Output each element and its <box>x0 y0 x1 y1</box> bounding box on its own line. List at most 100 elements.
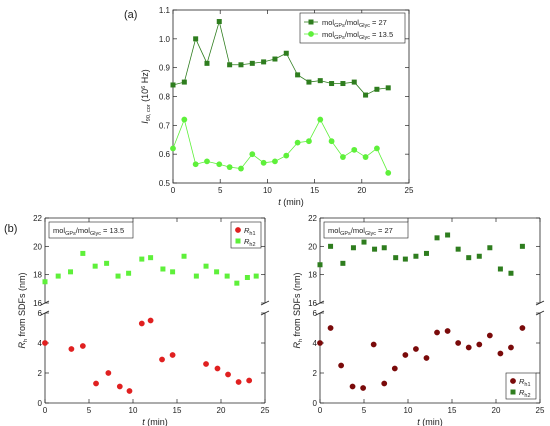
data-point <box>147 317 154 324</box>
data-point <box>283 50 289 56</box>
data-point <box>294 139 301 146</box>
y-tick-label: 4 <box>38 339 43 348</box>
data-point <box>465 344 472 351</box>
legend-marker <box>308 19 314 25</box>
x-tick-label: 20 <box>492 406 501 415</box>
data-point <box>317 116 324 123</box>
legend-marker <box>510 378 516 384</box>
data-point <box>159 356 165 363</box>
y-tick-label: 1.1 <box>159 6 171 15</box>
data-point <box>170 82 176 88</box>
data-point <box>92 263 98 269</box>
x-tick-label: 10 <box>129 406 138 415</box>
data-point <box>455 246 461 252</box>
y-tick-label: 0.6 <box>159 150 171 159</box>
legend-marker <box>235 227 241 233</box>
y-tick-label: 0 <box>38 399 43 408</box>
y-tick-label: 0.5 <box>159 179 171 188</box>
data-point <box>283 152 290 159</box>
data-point <box>317 262 323 268</box>
data-point <box>374 86 380 92</box>
data-point <box>193 36 199 42</box>
data-point <box>68 346 75 352</box>
data-point <box>55 273 61 279</box>
data-point <box>455 340 462 346</box>
data-point <box>402 256 408 262</box>
data-point <box>126 270 132 276</box>
data-point <box>181 116 188 123</box>
data-point <box>508 344 514 351</box>
y-tick-label: 22 <box>308 214 317 223</box>
data-point <box>42 279 48 285</box>
data-point <box>244 275 250 280</box>
data-point <box>486 332 493 339</box>
data-point <box>306 79 312 85</box>
legend-entry: molGPs​/molGlyc​ = 27 <box>322 18 387 29</box>
y-tick-label: 16 <box>308 299 317 308</box>
x-axis-label: t (min) <box>417 417 443 426</box>
data-point <box>317 78 323 84</box>
data-point <box>170 145 176 152</box>
x-tick-label: 20 <box>217 406 226 415</box>
data-point <box>372 246 378 252</box>
y-tick-label: 1.0 <box>159 35 171 44</box>
data-point <box>466 255 472 261</box>
y-tick-label: 6 <box>38 309 43 318</box>
composition-label: molGPs​/molGlyc​ = 27 <box>328 226 393 237</box>
data-point <box>328 243 334 249</box>
data-point <box>181 79 187 85</box>
data-point <box>192 161 199 168</box>
y-tick-label: 22 <box>33 214 42 223</box>
y-tick-label: 20 <box>308 242 317 251</box>
data-point <box>115 273 121 279</box>
x-tick-label: 15 <box>310 186 319 195</box>
data-point <box>363 92 369 98</box>
data-point <box>272 56 278 62</box>
legend-entry: Rh1​ <box>244 226 256 237</box>
x-tick-label: 0 <box>171 186 176 195</box>
data-point <box>238 62 244 68</box>
x-tick-label: 5 <box>87 406 92 415</box>
data-point <box>227 62 233 68</box>
y-tick-label: 0.9 <box>159 64 171 73</box>
y-tick-label: 4 <box>313 339 318 348</box>
legend-entry: Rh2​ <box>244 237 256 248</box>
legend-entry: Rh2​ <box>519 388 531 399</box>
data-point <box>116 383 123 390</box>
data-point <box>351 79 357 85</box>
data-point <box>519 325 526 331</box>
data-point <box>225 371 231 378</box>
legend-box <box>230 221 262 249</box>
legend-entry: Rh1​ <box>519 377 531 388</box>
y-tick-label: 0 <box>313 399 318 408</box>
series-line <box>172 118 389 174</box>
panel-b-right: 0 5 10 15 20 25 16 18 20 22 0 2 4 6 t (min) Rh​ from SD… <box>292 214 545 426</box>
data-point <box>79 343 86 349</box>
data-point <box>374 145 380 152</box>
data-point <box>148 255 154 261</box>
data-point <box>80 250 86 256</box>
data-point <box>238 165 244 172</box>
x-tick-label: 25 <box>405 186 414 195</box>
data-point <box>349 383 356 390</box>
data-point <box>93 380 99 387</box>
x-tick-label: 0 <box>43 406 48 415</box>
data-point <box>317 340 323 346</box>
data-point <box>204 158 210 165</box>
data-point <box>104 260 110 266</box>
y-tick-label: 18 <box>33 271 42 280</box>
data-point <box>224 273 230 279</box>
panel-a: (a) 0 5 10 15 20 25 0.5 0.6 0.7 0.8 0.9 1.0 1.1 t (min… <box>124 6 414 207</box>
x-tick-label: 0 <box>318 406 323 415</box>
x-tick-label: 15 <box>173 406 182 415</box>
data-point <box>181 253 187 259</box>
x-tick-label: 10 <box>404 406 413 415</box>
y-tick-label: 2 <box>313 369 318 378</box>
data-point <box>423 355 430 361</box>
data-point <box>216 19 222 25</box>
data-point <box>328 138 335 145</box>
data-point <box>413 346 419 352</box>
composition-box <box>48 221 134 239</box>
data-point <box>391 365 398 372</box>
legend-box <box>505 372 537 400</box>
